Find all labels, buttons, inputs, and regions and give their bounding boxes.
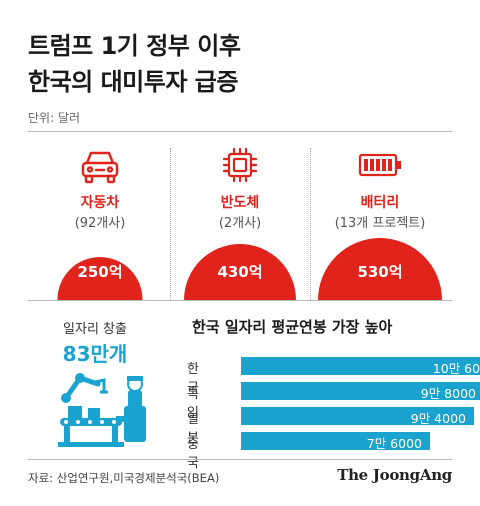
sector-name-chip: 반도체 — [220, 195, 260, 211]
sector-count-chip: (2개사) — [218, 216, 262, 231]
invest-value-battery: 530억 — [357, 263, 403, 281]
sector-count-battery: (13개 프로젝트) — [334, 216, 426, 231]
sector-name-car: 자동차 — [80, 195, 120, 211]
salary-value-label: 9만 8000 — [420, 386, 476, 401]
jobs-value: 83만개 — [62, 342, 128, 366]
chip-icon — [218, 146, 262, 190]
title-line-1: 트럼프 1기 정부 이후 — [28, 32, 241, 60]
invest-column-chip: 반도체 (2개사) 430억 — [170, 140, 310, 300]
salary-bar: 7만 6000 — [241, 432, 430, 451]
salary-country-label: 독일 — [187, 387, 199, 421]
salary-chart-title: 한국 일자리 평균연봉 가장 높아 — [192, 318, 393, 336]
sector-name-battery: 배터리 — [360, 195, 400, 211]
factory-robot-icon — [58, 368, 146, 454]
salary-value-label: 10만 6000 — [432, 361, 480, 376]
invest-value-chip: 430억 — [217, 263, 263, 281]
page-title: 트럼프 1기 정부 이후 한국의 대미투자 급증 — [28, 28, 241, 100]
top-divider — [28, 131, 452, 132]
salary-value-label: 7만 6000 — [366, 436, 422, 451]
invest-column-battery: 배터리 (13개 프로젝트) 530억 — [310, 140, 450, 300]
column-separator-2 — [310, 148, 311, 300]
salary-country-label: 중국 — [187, 437, 199, 471]
joongang-logo: The JoongAng — [337, 466, 452, 484]
salary-bar: 9만 8000 — [241, 382, 480, 401]
battery-icon — [356, 146, 404, 190]
column-separator-1 — [170, 148, 171, 300]
invest-column-car: 자동차 (92개사) 250억 — [30, 140, 170, 300]
salary-value-label: 9만 4000 — [410, 411, 466, 426]
bottom-divider — [28, 459, 452, 460]
salary-bar: 9만 4000 — [241, 407, 474, 426]
title-line-2: 한국의 대미투자 급증 — [28, 68, 238, 96]
salary-country-label: 일본 — [187, 412, 199, 446]
sector-count-car: (92개사) — [74, 216, 126, 231]
car-icon — [78, 146, 122, 190]
middle-divider — [28, 300, 452, 301]
salary-country-label: 한국 — [187, 362, 199, 396]
unit-label: 단위: 달러 — [28, 111, 81, 125]
invest-value-car: 250억 — [77, 263, 123, 281]
jobs-label: 일자리 창출 — [63, 322, 127, 337]
source-note: 자료: 산업연구원,미국경제분석국(BEA) — [28, 471, 220, 485]
salary-bar: 10만 6000 — [241, 357, 480, 376]
